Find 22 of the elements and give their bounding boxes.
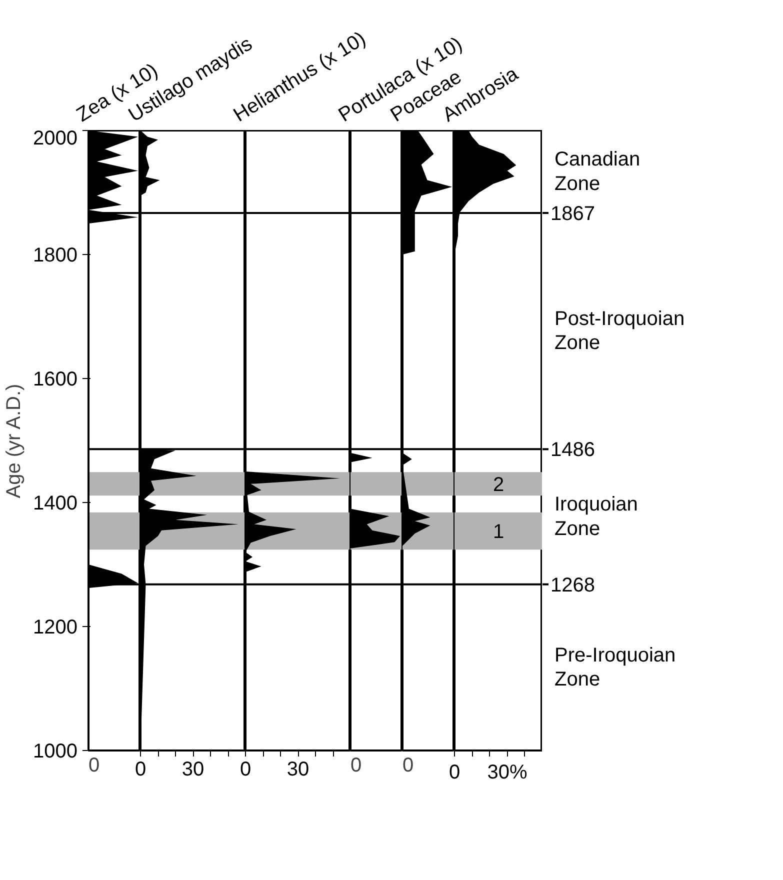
y-tick-label: 2000 (33, 128, 78, 150)
y-axis-title: Age (yr A.D.) (3, 384, 26, 498)
text: Canadian Zone (554, 148, 640, 195)
x-tick-label: 0 (240, 758, 252, 780)
text: Iroquoian Zone (554, 494, 638, 540)
y-tick-label: 1400 (33, 492, 78, 514)
x-tick-label: 0 (134, 758, 146, 780)
text: Pre-Iroquoian Zone (554, 644, 676, 691)
x-tick-label: 30% (487, 762, 528, 784)
ref-line-label: 1486 (550, 439, 595, 462)
band-label: 1 (492, 521, 504, 544)
x-tick-label: 30 (182, 758, 204, 780)
band-label: 2 (492, 474, 504, 496)
text: Post-Iroquoian Zone (554, 308, 685, 354)
y-tick-label: 1600 (33, 368, 78, 390)
x-tick-label: 30 (286, 758, 310, 780)
ref-line-label: 1867 (550, 202, 595, 225)
y-tick-label: 1800 (33, 244, 78, 266)
y-tick-label: 1200 (33, 616, 78, 638)
y-tick-label: 1000 (33, 740, 78, 762)
ref-line-label: 1268 (550, 574, 595, 596)
x-tick-label: 0 (448, 762, 460, 784)
